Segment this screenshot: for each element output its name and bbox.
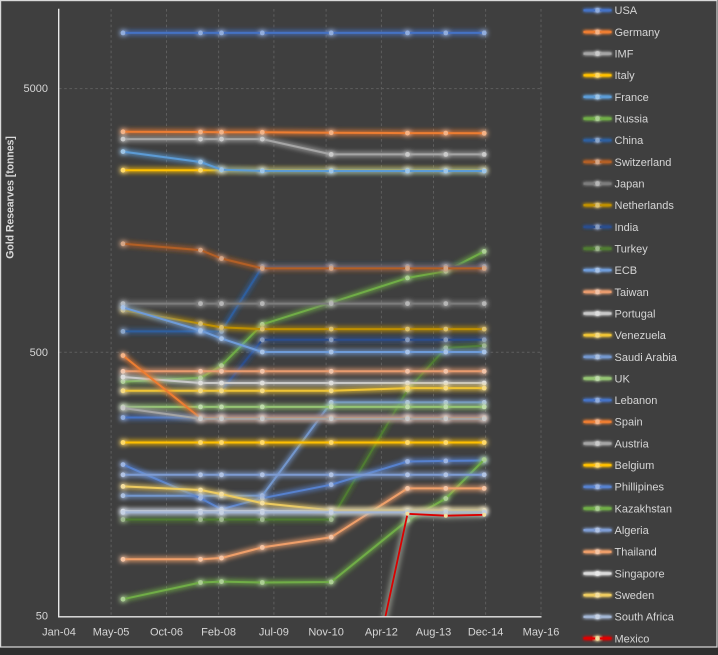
svg-text:Portugal: Portugal xyxy=(615,308,656,320)
svg-text:UK: UK xyxy=(615,373,631,385)
svg-text:Germany: Germany xyxy=(615,27,661,39)
svg-text:Mexico: Mexico xyxy=(615,633,650,645)
svg-text:Phillipines: Phillipines xyxy=(615,482,665,494)
svg-text:Taiwan: Taiwan xyxy=(615,287,649,299)
svg-text:Kazakhstan: Kazakhstan xyxy=(615,503,672,515)
svg-text:Spain: Spain xyxy=(615,417,643,429)
svg-text:Gold Researves [tonnes]: Gold Researves [tonnes] xyxy=(5,136,17,259)
svg-text:IMF: IMF xyxy=(615,49,634,61)
svg-text:May-16: May-16 xyxy=(523,627,560,639)
svg-text:Singapore: Singapore xyxy=(615,568,665,580)
svg-text:May-05: May-05 xyxy=(93,627,130,639)
svg-text:Venezuela: Venezuela xyxy=(615,330,667,342)
svg-text:ECB: ECB xyxy=(615,265,638,277)
svg-text:South Africa: South Africa xyxy=(615,612,675,624)
svg-text:Jul-09: Jul-09 xyxy=(259,627,289,639)
svg-text:500: 500 xyxy=(30,347,48,359)
svg-text:India: India xyxy=(615,222,640,234)
svg-text:Italy: Italy xyxy=(615,70,636,82)
svg-text:Austria: Austria xyxy=(615,438,650,450)
svg-text:Saudi Arabia: Saudi Arabia xyxy=(615,352,678,364)
svg-text:Feb-08: Feb-08 xyxy=(201,627,236,639)
svg-text:Russia: Russia xyxy=(615,114,650,126)
svg-text:Japan: Japan xyxy=(615,179,645,191)
svg-text:50: 50 xyxy=(36,611,48,623)
svg-text:Nov-10: Nov-10 xyxy=(308,627,343,639)
svg-text:Belgium: Belgium xyxy=(615,460,655,472)
svg-text:Jan-04: Jan-04 xyxy=(42,627,76,639)
svg-text:Aug-13: Aug-13 xyxy=(416,627,451,639)
svg-text:Dec-14: Dec-14 xyxy=(468,627,503,639)
svg-text:Netherlands: Netherlands xyxy=(615,200,675,212)
svg-text:5000: 5000 xyxy=(24,83,48,95)
svg-text:China: China xyxy=(615,135,645,147)
svg-text:Algeria: Algeria xyxy=(615,525,650,537)
svg-text:Apr-12: Apr-12 xyxy=(365,627,398,639)
svg-text:Turkey: Turkey xyxy=(615,244,649,256)
svg-text:Sweden: Sweden xyxy=(615,590,655,602)
svg-text:Thailand: Thailand xyxy=(615,547,657,559)
svg-text:Lebanon: Lebanon xyxy=(615,395,658,407)
svg-text:Switzerland: Switzerland xyxy=(615,157,672,169)
svg-text:Oct-06: Oct-06 xyxy=(150,627,183,639)
svg-text:USA: USA xyxy=(615,5,638,17)
svg-text:France: France xyxy=(615,92,649,104)
